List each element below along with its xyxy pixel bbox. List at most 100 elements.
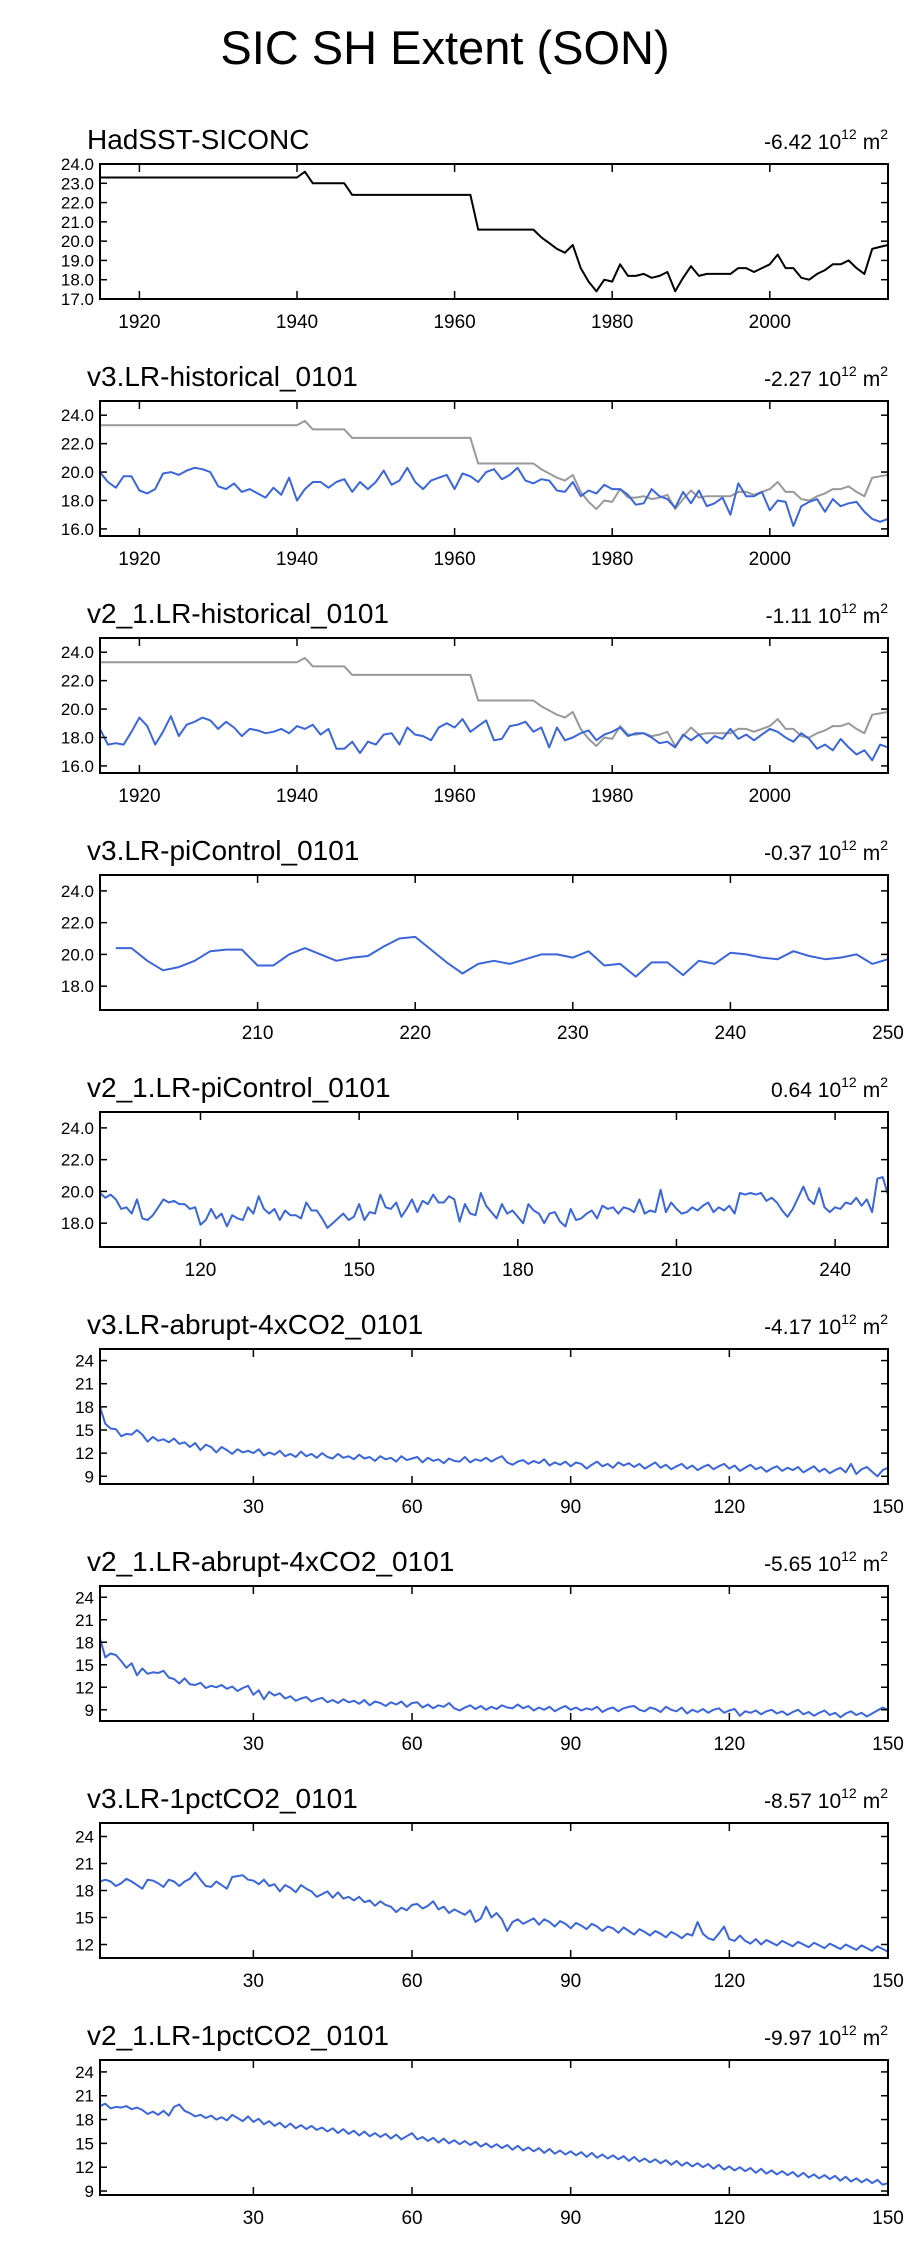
y-tick-label: 19.0: [61, 251, 94, 270]
series-line-1: [100, 419, 888, 510]
panel-title: v3.LR-historical_0101: [87, 361, 358, 392]
trend-exp: 12: [841, 126, 857, 142]
y-tick-label: 12: [75, 2158, 94, 2177]
y-tick-label: 24: [75, 1588, 94, 1607]
panel-9: v2_1.LR-1pctCO2_0101 -9.97 1012 m291215182…: [75, 2020, 904, 2229]
panel-7: v2_1.LR-abrupt-4xCO2_0101 -5.65 1012 m2912…: [75, 1546, 904, 1755]
y-tick-label: 21: [75, 1611, 94, 1630]
x-tick-label: 2000: [749, 786, 791, 807]
x-tick-label: 210: [661, 1260, 693, 1281]
x-tick-label: 1920: [118, 786, 160, 807]
trend-exp2: 2: [880, 363, 888, 379]
plot-frame: [99, 1822, 889, 1959]
plot-frame: [99, 2059, 889, 2196]
series-line-1: [115, 935, 888, 978]
trend-annotation: 0.64 1012 m2: [771, 1074, 888, 1102]
y-tick-label: 12: [75, 1936, 94, 1955]
y-tick-label: 15: [75, 2134, 94, 2153]
y-tick-label: 22.0: [61, 1151, 94, 1170]
y-tick-label: 17.0: [61, 290, 94, 309]
y-tick-label: 16.0: [61, 520, 94, 539]
trend-unit2: m: [863, 1553, 881, 1576]
x-tick-label: 230: [557, 1023, 589, 1044]
trend-annotation: -0.37 1012 m2: [764, 837, 888, 865]
series-line-2: [100, 715, 888, 762]
y-tick-label: 18.0: [61, 1214, 94, 1233]
y-tick-label: 22.0: [61, 194, 94, 213]
trend-unit: 10: [818, 842, 841, 865]
series-line-1: [100, 1406, 888, 1478]
trend-unit2: m: [863, 131, 881, 154]
x-tick-label: 220: [399, 1023, 431, 1044]
x-tick-label: 120: [713, 1971, 745, 1992]
x-tick-label: 180: [502, 1260, 534, 1281]
x-tick-label: 90: [560, 2208, 581, 2229]
panel-3: v2_1.LR-historical_0101 -1.11 1012 m2 16.0 1…: [61, 598, 889, 807]
x-tick-label: 240: [715, 1023, 747, 1044]
y-tick-label: 16.0: [61, 757, 94, 776]
series-line-1: [100, 1871, 888, 1953]
x-tick-label: 2000: [749, 312, 791, 333]
series-line-2: [100, 466, 888, 528]
y-tick-label: 12: [75, 1678, 94, 1697]
trend-annotation: -2.27 1012 m2: [764, 363, 888, 391]
series-line-1: [100, 1176, 888, 1229]
x-tick-label: 1980: [591, 786, 633, 807]
x-tick-label: 120: [713, 1497, 745, 1518]
x-tick-label: 150: [872, 2208, 904, 2229]
trend-unit: 10: [818, 1316, 841, 1339]
trend-exp2: 2: [880, 1785, 888, 1801]
trend-unit2: m: [863, 2027, 881, 2050]
trend-exp: 12: [841, 1548, 857, 1564]
y-tick-label: 23.0: [61, 174, 94, 193]
trend-annotation: -8.57 1012 m2: [764, 1785, 888, 1813]
y-tick-label: 9: [85, 1467, 94, 1486]
trend-value: 0.64: [771, 1079, 818, 1102]
x-tick-label: 1920: [118, 549, 160, 570]
trend-unit: 10: [818, 1553, 841, 1576]
y-tick-label: 18.0: [61, 271, 94, 290]
y-tick-label: 9: [85, 1701, 94, 1720]
y-tick-label: 15: [75, 1656, 94, 1675]
plot-frame: [99, 400, 889, 537]
trend-value: -0.37: [764, 842, 818, 865]
plot-frame: [99, 637, 889, 774]
y-tick-label: 20.0: [61, 1182, 94, 1201]
x-tick-label: 150: [872, 1497, 904, 1518]
y-tick-label: 15: [75, 1909, 94, 1928]
trend-exp: 12: [841, 1785, 857, 1801]
x-tick-label: 240: [819, 1260, 851, 1281]
trend-unit: 10: [818, 605, 841, 628]
y-tick-label: 24.0: [61, 882, 94, 901]
trend-exp2: 2: [880, 837, 888, 853]
y-tick-label: 9: [85, 2182, 94, 2201]
trend-unit: 10: [818, 1079, 841, 1102]
trend-exp: 12: [841, 1311, 857, 1327]
trend-exp2: 2: [880, 600, 888, 616]
trend-exp: 12: [841, 600, 857, 616]
trend-exp: 12: [841, 363, 857, 379]
series-line-1: [100, 1638, 888, 1719]
panel-title: v2_1.LR-piControl_0101: [87, 1072, 391, 1103]
trend-annotation: -6.42 1012 m2: [764, 126, 888, 154]
y-tick-label: 24.0: [61, 406, 94, 425]
trend-value: -8.57: [764, 1790, 818, 1813]
panel-title: v3.LR-abrupt-4xCO2_0101: [87, 1309, 423, 1340]
x-tick-label: 60: [401, 1971, 422, 1992]
y-tick-label: 24: [75, 1828, 94, 1847]
trend-annotation: -9.97 1012 m2: [764, 2022, 888, 2050]
y-tick-label: 18.0: [61, 491, 94, 510]
trend-unit: 10: [818, 131, 841, 154]
trend-value: -1.11: [766, 605, 818, 628]
y-tick-label: 24.0: [61, 643, 94, 662]
y-tick-label: 24: [75, 2063, 94, 2082]
x-tick-label: 1980: [591, 312, 633, 333]
x-tick-label: 30: [243, 1971, 264, 1992]
y-tick-label: 15: [75, 1421, 94, 1440]
y-tick-label: 18.0: [61, 728, 94, 747]
x-tick-label: 2000: [749, 549, 791, 570]
x-tick-label: 210: [242, 1023, 274, 1044]
trend-annotation: -4.17 1012 m2: [764, 1311, 888, 1339]
x-tick-label: 150: [872, 1971, 904, 1992]
